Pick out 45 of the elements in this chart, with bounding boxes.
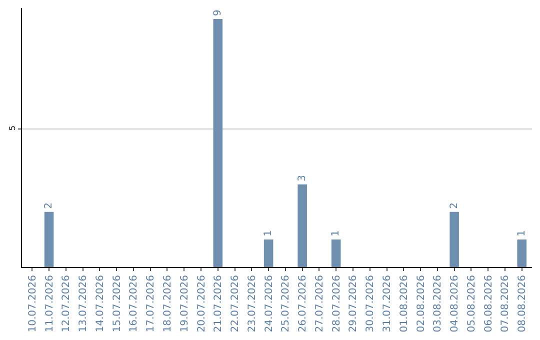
x-tick-label: 13.07.2026 (78, 275, 90, 332)
x-tick-label: 17.07.2026 (146, 275, 157, 332)
bar (264, 239, 274, 267)
x-tick-label: 11.07.2026 (44, 275, 56, 332)
x-tick-label: 05.08.2026 (466, 275, 478, 332)
y-tick-label: 5 (8, 125, 17, 131)
x-tick-label: 08.08.2026 (517, 275, 528, 332)
data-label: 3 (296, 174, 308, 182)
x-tick-label: 27.07.2026 (314, 275, 326, 332)
x-tick-label: 12.07.2026 (61, 275, 72, 332)
x-tick-label: 01.08.2026 (398, 275, 410, 332)
x-tick-label: 14.07.2026 (94, 275, 106, 332)
x-tick-label: 10.07.2026 (27, 275, 38, 332)
x-tick-label: 18.07.2026 (162, 275, 174, 332)
data-label: 1 (516, 230, 528, 236)
bar (44, 212, 54, 267)
bar (298, 184, 307, 267)
x-tick-label: 02.08.2026 (416, 275, 427, 332)
data-label: 9 (212, 10, 224, 16)
bar (450, 212, 459, 267)
x-tick-label: 25.07.2026 (280, 275, 292, 332)
bar (331, 239, 341, 267)
bar (517, 239, 527, 267)
x-tick-label: 07.08.2026 (500, 275, 512, 332)
x-tick-label: 23.07.2026 (246, 275, 258, 332)
x-tick-label: 21.07.2026 (213, 275, 224, 332)
x-tick-label: 15.07.2026 (112, 275, 123, 332)
x-tick-label: 30.07.2026 (365, 275, 376, 332)
bar (213, 19, 223, 267)
x-tick-label: 20.07.2026 (196, 275, 208, 332)
x-tick-label: 24.07.2026 (264, 275, 275, 332)
x-tick-label: 19.07.2026 (179, 275, 190, 332)
x-tick-label: 29.07.2026 (348, 275, 360, 332)
x-tick-label: 16.07.2026 (128, 275, 140, 332)
x-tick-label: 26.07.2026 (298, 275, 309, 332)
x-tick-label: 28.07.2026 (331, 275, 342, 332)
x-tick-label: 31.07.2026 (382, 275, 394, 332)
data-label: 2 (448, 202, 460, 209)
data-label: 1 (263, 230, 274, 236)
data-label: 2 (44, 202, 55, 209)
x-tick-label: 22.07.2026 (230, 275, 242, 332)
x-tick-label: 06.08.2026 (483, 275, 494, 332)
x-tick-label: 04.08.2026 (450, 275, 461, 332)
data-label: 1 (330, 230, 342, 236)
x-tick-label: 03.08.2026 (432, 275, 444, 332)
